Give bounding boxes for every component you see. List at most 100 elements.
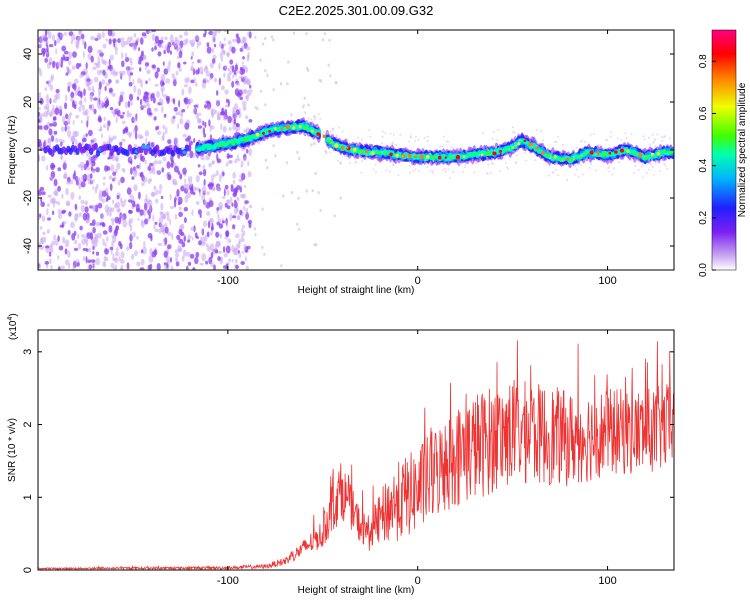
signal-peak xyxy=(437,155,442,160)
noise-blob xyxy=(611,173,614,176)
noise-blob xyxy=(555,140,558,143)
noise-blob xyxy=(86,75,90,79)
noise-blob xyxy=(92,226,96,234)
noise-blob xyxy=(322,131,325,133)
noise-blob xyxy=(579,140,582,143)
noise-blob xyxy=(57,185,61,192)
noise-blob xyxy=(161,135,164,141)
noise-blob xyxy=(178,238,184,244)
noise-blob xyxy=(67,229,71,236)
noise-blob xyxy=(150,94,153,102)
noise-blob xyxy=(139,79,143,85)
noise-blob xyxy=(136,96,140,101)
noise-blob xyxy=(77,90,82,97)
signal-peak xyxy=(395,153,399,158)
noise-blob xyxy=(172,162,177,167)
noise-blob xyxy=(58,212,62,220)
noise-blob xyxy=(147,178,152,185)
noise-blob xyxy=(72,130,78,138)
snr-frame xyxy=(37,329,675,571)
noise-blob xyxy=(119,94,124,103)
noise-blob xyxy=(151,33,156,41)
signal-peak xyxy=(365,149,369,154)
noise-blob xyxy=(200,228,203,235)
noise-blob xyxy=(77,177,80,186)
noise-blob xyxy=(73,230,77,236)
noise-blob xyxy=(224,236,229,240)
noise-blob xyxy=(68,112,73,116)
signal-peak xyxy=(468,153,472,156)
noise-blob xyxy=(608,170,611,173)
noise-blob xyxy=(119,258,125,264)
noise-blob xyxy=(417,169,420,172)
noise-blob xyxy=(643,138,646,141)
noise-blob xyxy=(224,64,228,70)
noise-blob xyxy=(137,77,141,84)
signal-peak xyxy=(663,150,666,154)
noise-blob xyxy=(414,135,417,138)
noise-blob xyxy=(471,158,474,161)
noise-blob xyxy=(121,52,124,59)
noise-blob xyxy=(141,182,145,187)
noise-blob xyxy=(305,66,309,70)
noise-blob xyxy=(156,90,160,98)
noise-blob xyxy=(60,62,63,68)
noise-blob xyxy=(548,164,551,167)
x-tick-label: 0 xyxy=(415,575,421,587)
noise-blob xyxy=(92,251,95,255)
noise-blob xyxy=(130,100,133,107)
noise-blob xyxy=(465,150,468,153)
noise-blob xyxy=(142,104,147,109)
noise-blob xyxy=(78,30,82,35)
noise-blob xyxy=(317,135,319,138)
noise-blob xyxy=(117,179,121,186)
noise-blob xyxy=(92,85,95,92)
noise-blob xyxy=(225,222,229,228)
noise-blob xyxy=(192,191,196,196)
noise-blob xyxy=(652,173,655,176)
noise-blob xyxy=(86,80,91,87)
noise-blob xyxy=(535,140,538,142)
noise-blob xyxy=(235,265,240,269)
noise-blob xyxy=(242,230,246,237)
noise-blob xyxy=(287,60,290,64)
noise-blob xyxy=(58,245,64,251)
noise-blob xyxy=(142,176,148,183)
signal-peak xyxy=(656,152,661,156)
noise-blob xyxy=(513,142,516,145)
noise-blob xyxy=(515,154,518,157)
noise-blob xyxy=(218,218,222,223)
noise-blob xyxy=(68,51,73,60)
noise-blob xyxy=(119,114,124,119)
noise-blob xyxy=(80,120,83,124)
noise-blob xyxy=(429,170,432,173)
noise-blob xyxy=(55,48,58,55)
noise-blob xyxy=(426,166,429,168)
noise-blob xyxy=(546,162,549,164)
noise-blob xyxy=(662,155,665,157)
noise-blob xyxy=(162,156,167,162)
noise-blob xyxy=(162,81,165,86)
noise-blob xyxy=(384,148,387,151)
noise-blob xyxy=(223,37,226,42)
noise-blob xyxy=(105,38,109,42)
noise-blob xyxy=(43,111,48,118)
noise-blob xyxy=(243,80,248,85)
noise-blob xyxy=(78,195,82,201)
signal-blob xyxy=(186,144,192,152)
noise-blob xyxy=(360,171,363,174)
noise-blob xyxy=(110,164,115,172)
noise-blob xyxy=(104,242,107,248)
noise-blob xyxy=(205,100,211,105)
noise-blob xyxy=(234,103,239,111)
noise-blob xyxy=(536,129,539,132)
noise-blob xyxy=(613,167,616,170)
noise-blob xyxy=(143,240,146,249)
noise-blob xyxy=(108,79,112,84)
noise-blob xyxy=(218,40,222,48)
noise-blob xyxy=(185,251,191,257)
noise-blob xyxy=(581,146,584,149)
noise-blob xyxy=(232,74,235,79)
signal-peak xyxy=(541,151,545,155)
noise-blob xyxy=(61,211,66,214)
